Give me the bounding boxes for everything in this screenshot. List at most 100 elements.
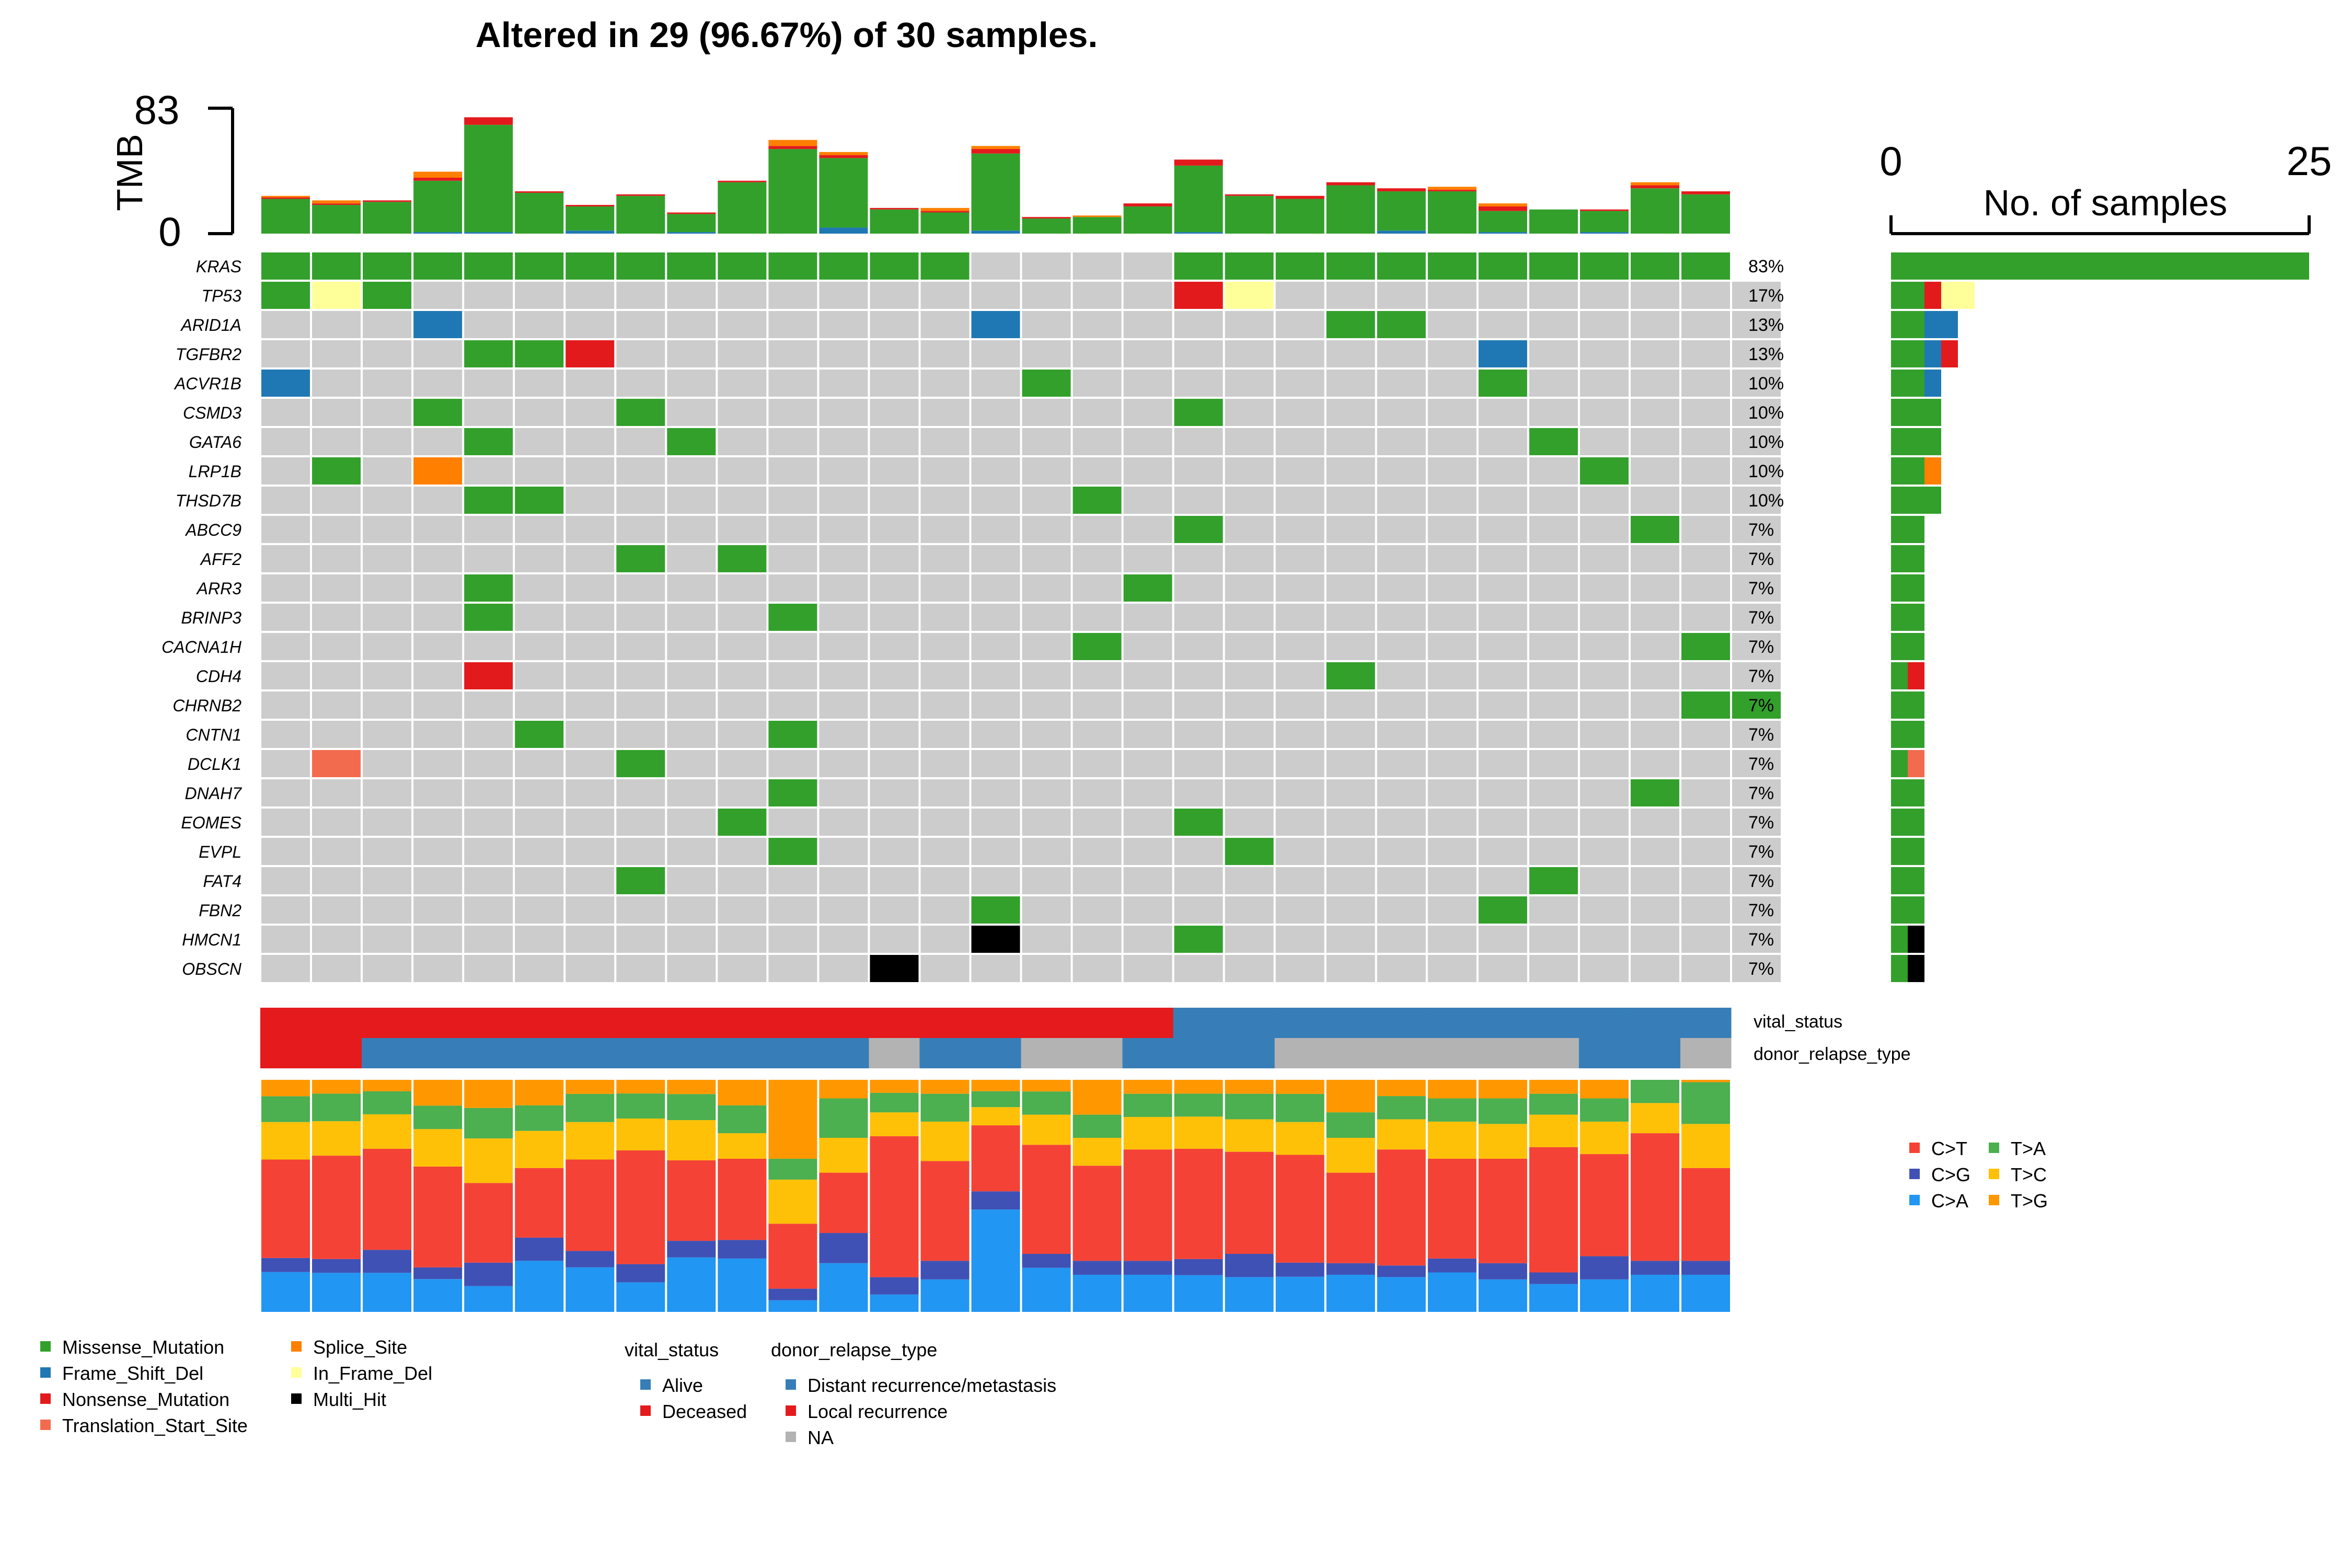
matrix-cell (819, 487, 868, 514)
tmb-bar-segment (1022, 217, 1071, 219)
percent-labels: 83% 17% 13% 13% 10% 10% 10% 10% 10% 7% 7% 7% 7% 7% 7% 7… (1748, 257, 1784, 979)
matrix-cell (413, 926, 463, 953)
relapse-type-cell (1325, 1038, 1377, 1068)
matrix-cell (1579, 838, 1629, 865)
mutation-legend-swatch (40, 1420, 51, 1430)
titv-bar-segment (870, 1277, 919, 1295)
matrix-cell (1478, 311, 1527, 338)
matrix-cell (1326, 955, 1375, 982)
matrix-cell (616, 604, 665, 631)
titv-bar-segment (515, 1131, 564, 1168)
matrix-cell (261, 809, 310, 836)
samples-tick-label: 25 (2287, 138, 2332, 184)
tmb-bar-segment (819, 155, 868, 158)
matrix-cell (1022, 428, 1071, 455)
matrix-cell (1630, 604, 1679, 631)
tmb-bar-segment (413, 171, 463, 178)
matrix-cell (1275, 340, 1324, 367)
relapse-type-label: donor_relapse_type (1754, 1044, 1911, 1064)
samples-bar-segment (1891, 926, 1908, 953)
titv-bar-segment (1073, 1138, 1122, 1166)
matrix-cell (566, 896, 615, 924)
matrix-cell (1377, 545, 1426, 572)
matrix-cell (312, 252, 361, 280)
matrix-cell (920, 662, 970, 689)
titv-bar-segment (566, 1251, 615, 1267)
matrix-cell (515, 633, 564, 660)
matrix-cell (413, 604, 463, 631)
matrix-cell (1630, 633, 1679, 660)
matrix-cell (819, 779, 868, 806)
titv-bar-segment (1630, 1261, 1679, 1275)
tmb-bar-segment (1377, 188, 1426, 192)
matrix-cell (616, 750, 665, 777)
matrix-cell (1579, 428, 1629, 455)
legends: Missense_Mutation Frame_Shift_Del Nonsense… (40, 1138, 2048, 1448)
matrix-cell (920, 311, 970, 338)
titv-bar-segment (1225, 1254, 1274, 1277)
matrix-cell (1377, 399, 1426, 426)
matrix-cell (971, 926, 1020, 953)
titv-bar-segment (1275, 1155, 1324, 1263)
titv-bar-segment (1123, 1274, 1172, 1312)
vital-status-cell (412, 1008, 464, 1038)
matrix-cell (971, 282, 1020, 309)
matrix-cell (819, 574, 868, 602)
matrix-cell (566, 838, 615, 865)
gene-label: EVPL (199, 843, 241, 861)
matrix-cell (515, 252, 564, 280)
gene-label: ARID1A (180, 316, 241, 335)
matrix-cell (1377, 516, 1426, 543)
titv-bar-segment (1579, 1256, 1629, 1279)
mutation-legend-swatch (40, 1367, 51, 1378)
matrix-cell (1529, 926, 1578, 953)
matrix-cell (1681, 545, 1730, 572)
matrix-cell (1377, 809, 1426, 836)
titv-bar-segment (1123, 1093, 1172, 1117)
matrix-cell (413, 574, 463, 602)
matrix-cell (920, 779, 970, 806)
matrix-cell (1579, 750, 1629, 777)
matrix-cell (464, 838, 513, 865)
matrix-cell (870, 721, 919, 748)
titv-bar-segment (1630, 1274, 1679, 1312)
matrix-cell (363, 428, 412, 455)
matrix-cell (667, 428, 716, 455)
titv-bar-segment (1225, 1093, 1274, 1120)
matrix-cell (1732, 867, 1781, 894)
matrix-cell (1275, 487, 1324, 514)
matrix-cell (718, 574, 767, 602)
matrix-cell (819, 691, 868, 719)
vital-status-cell (362, 1008, 413, 1038)
tmb-bar-segment (566, 205, 615, 206)
titv-bar-segment (566, 1122, 615, 1160)
matrix-cell (1275, 633, 1324, 660)
titv-bar-segment (312, 1121, 361, 1156)
matrix-cell (464, 604, 513, 631)
matrix-cell (920, 340, 970, 367)
relapse-type-cell (362, 1038, 413, 1068)
relapse-type-cell (767, 1038, 818, 1068)
matrix-cell (261, 574, 310, 602)
titv-bar-segment (1427, 1098, 1477, 1122)
gene-label: THSD7B (176, 491, 241, 510)
vital-legend-title: vital_status (625, 1339, 719, 1361)
titv-bar-segment (363, 1250, 412, 1273)
titv-bar-segment (870, 1092, 919, 1113)
matrix-cell (1123, 516, 1172, 543)
matrix-cell (312, 896, 361, 924)
matrix-cell (1427, 867, 1477, 894)
matrix-cell (312, 545, 361, 572)
tmb-bar-segment (1630, 182, 1679, 186)
titv-bar-segment (616, 1093, 665, 1119)
tmb-bar-segment (1529, 209, 1578, 234)
matrix-cell (667, 926, 716, 953)
matrix-cell (1681, 399, 1730, 426)
matrix-cell (1073, 955, 1122, 982)
matrix-cell (1174, 574, 1223, 602)
matrix-cell (1377, 282, 1426, 309)
titv-bar-segment (261, 1258, 310, 1272)
matrix-cell (819, 604, 868, 631)
tmb-bar-segment (515, 191, 564, 193)
matrix-cell (566, 633, 615, 660)
